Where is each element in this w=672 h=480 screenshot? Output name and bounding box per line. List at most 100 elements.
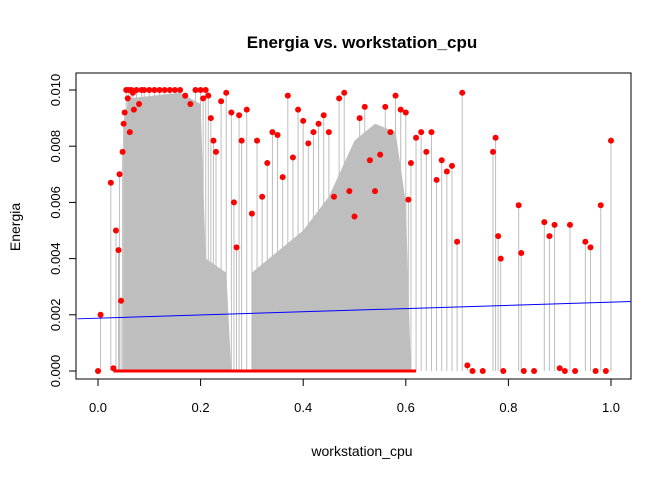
data-point	[161, 87, 168, 93]
data-point	[459, 89, 466, 96]
regression-line	[77, 301, 632, 320]
y-tick-label: 0.008	[48, 130, 63, 163]
data-point	[561, 368, 568, 374]
data-point	[443, 168, 450, 175]
fill-region-left	[123, 92, 232, 371]
data-point	[141, 87, 148, 93]
data-point	[448, 162, 455, 169]
x-tick-label: 0.6	[397, 400, 415, 415]
data-layer	[77, 87, 632, 374]
data-point	[392, 92, 399, 99]
data-point	[500, 368, 507, 374]
data-point	[556, 365, 563, 372]
data-point	[254, 137, 261, 144]
y-tick-label: 0.010	[48, 74, 63, 107]
data-point	[305, 140, 312, 147]
data-point	[336, 95, 343, 102]
data-point	[495, 233, 502, 240]
data-point	[274, 131, 281, 138]
data-point	[289, 154, 296, 161]
x-tick-label: 0.4	[294, 400, 312, 415]
data-point	[405, 196, 412, 203]
data-point	[413, 134, 420, 141]
data-point	[136, 101, 143, 108]
data-point	[233, 244, 240, 251]
data-point	[479, 368, 486, 374]
data-point	[423, 148, 430, 155]
data-point	[205, 92, 212, 99]
y-tick-label: 0.002	[48, 299, 63, 332]
data-point	[295, 106, 302, 113]
data-point	[492, 134, 499, 141]
data-point	[192, 87, 199, 93]
x-tick-label: 0.8	[499, 400, 517, 415]
data-point	[351, 213, 358, 220]
data-point	[236, 112, 243, 119]
data-point	[95, 368, 101, 374]
data-point	[107, 179, 114, 186]
data-point	[315, 120, 322, 127]
data-point	[156, 87, 163, 93]
data-point	[166, 87, 173, 93]
data-point	[382, 103, 389, 110]
data-point	[182, 92, 189, 99]
data-point	[310, 129, 317, 136]
data-point	[320, 112, 327, 119]
data-point	[210, 137, 217, 144]
data-point	[587, 244, 594, 251]
data-point	[133, 87, 140, 93]
data-point	[124, 95, 131, 102]
data-point	[546, 233, 553, 240]
y-axis: 0.000 0.002 0.004 0.006 0.008 0.010	[48, 74, 77, 387]
y-tick-label: 0.006	[48, 186, 63, 219]
data-point	[582, 238, 589, 245]
data-point	[372, 188, 379, 195]
data-point	[121, 109, 128, 116]
data-point	[200, 95, 207, 102]
data-point	[116, 171, 123, 178]
data-point	[218, 98, 225, 105]
data-point	[248, 210, 255, 217]
data-point	[518, 249, 525, 256]
data-point	[361, 103, 368, 110]
data-point	[497, 255, 504, 262]
data-point	[602, 368, 609, 374]
data-point	[207, 115, 214, 122]
data-point	[119, 148, 126, 155]
data-point	[171, 87, 178, 93]
data-point	[177, 87, 184, 93]
data-point	[300, 117, 307, 124]
data-point	[284, 92, 291, 99]
data-point	[228, 109, 235, 116]
data-point	[397, 106, 404, 113]
data-point	[464, 362, 471, 369]
data-point	[110, 365, 117, 372]
data-point	[187, 101, 194, 108]
data-point	[151, 87, 158, 93]
data-point	[330, 193, 337, 200]
data-point	[243, 106, 250, 113]
data-point	[407, 160, 414, 167]
data-point	[592, 368, 599, 374]
data-point	[341, 89, 348, 96]
data-point	[572, 368, 579, 374]
x-tick-label: 0.2	[192, 400, 210, 415]
data-point	[197, 87, 204, 93]
data-point	[490, 148, 497, 155]
data-point	[438, 157, 445, 164]
data-point	[515, 202, 522, 209]
data-point	[325, 129, 332, 136]
y-axis-label: Energia	[7, 203, 23, 251]
data-point	[566, 221, 573, 228]
data-point	[212, 148, 219, 155]
data-point	[433, 176, 440, 183]
data-point	[223, 89, 230, 96]
data-point	[597, 202, 604, 209]
data-point	[469, 368, 476, 374]
y-tick-label: 0.004	[48, 242, 63, 275]
chart-title: Energia vs. workstation_cpu	[247, 33, 478, 52]
data-point	[346, 188, 353, 195]
data-point	[130, 106, 137, 113]
data-point	[608, 137, 614, 144]
data-point	[126, 129, 133, 136]
